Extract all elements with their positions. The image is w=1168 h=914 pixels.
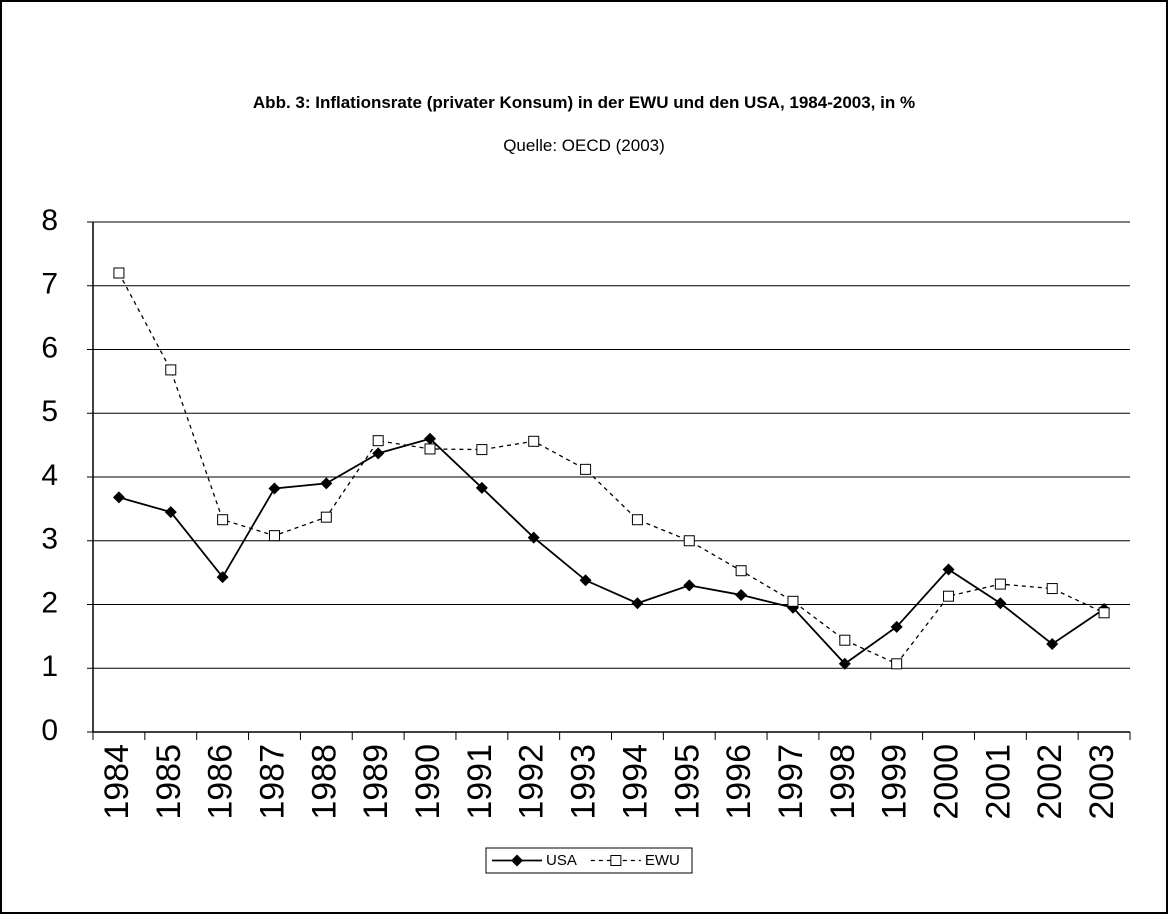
point bbox=[424, 432, 437, 445]
point bbox=[320, 477, 333, 490]
point bbox=[216, 571, 229, 584]
point bbox=[994, 578, 1006, 590]
legend-marker bbox=[511, 854, 523, 867]
point bbox=[1098, 607, 1110, 619]
y-tick-label: 2 bbox=[41, 586, 58, 619]
point bbox=[891, 658, 903, 670]
x-tick-label: 1990 bbox=[409, 744, 447, 820]
y-tick-label: 3 bbox=[41, 523, 58, 556]
series-line bbox=[118, 272, 1105, 665]
point bbox=[580, 463, 592, 475]
x-tick-label: 2003 bbox=[1083, 744, 1121, 820]
legend-label: EWU bbox=[645, 852, 680, 869]
point bbox=[268, 482, 281, 495]
x-tick-label: 2002 bbox=[1031, 744, 1069, 820]
x-tick-label: 1989 bbox=[357, 744, 395, 820]
y-tick-label: 5 bbox=[41, 395, 58, 428]
point bbox=[268, 530, 280, 542]
point bbox=[994, 597, 1007, 610]
point bbox=[1046, 583, 1058, 595]
point bbox=[839, 634, 851, 646]
point bbox=[217, 514, 229, 526]
x-tick-label: 2000 bbox=[928, 744, 966, 820]
x-tick-label: 1986 bbox=[202, 744, 240, 820]
point bbox=[476, 444, 488, 456]
point bbox=[527, 531, 540, 544]
point bbox=[164, 506, 177, 519]
y-tick-label: 7 bbox=[41, 268, 58, 301]
y-tick-label: 1 bbox=[41, 650, 58, 683]
point bbox=[631, 514, 643, 526]
y-tick-label: 0 bbox=[41, 714, 58, 747]
point bbox=[943, 590, 955, 602]
point bbox=[1046, 638, 1059, 651]
y-tick-label: 8 bbox=[41, 204, 58, 237]
legend: USA EWU bbox=[485, 847, 693, 874]
point bbox=[735, 588, 748, 601]
point bbox=[631, 597, 644, 610]
chart-subtitle: Quelle: OECD (2003) bbox=[503, 136, 665, 155]
point bbox=[579, 574, 592, 587]
x-tick-label: 2001 bbox=[979, 744, 1017, 820]
point bbox=[320, 511, 332, 523]
point bbox=[787, 595, 799, 607]
legend-marker bbox=[610, 855, 622, 866]
x-tick-label: 1987 bbox=[253, 744, 291, 820]
x-tick-label: 1985 bbox=[150, 744, 188, 820]
point bbox=[372, 435, 384, 447]
x-tick-label: 1996 bbox=[720, 744, 758, 820]
point bbox=[475, 481, 488, 494]
point bbox=[890, 620, 903, 633]
point bbox=[424, 443, 436, 455]
x-tick-label: 1984 bbox=[98, 744, 136, 820]
x-tick-label: 1995 bbox=[668, 744, 706, 820]
point bbox=[683, 535, 695, 547]
point bbox=[528, 435, 540, 447]
x-tick-label: 1997 bbox=[772, 744, 810, 820]
y-tick-label: 4 bbox=[41, 459, 58, 492]
x-tick-label: 1999 bbox=[876, 744, 914, 820]
x-tick-label: 1988 bbox=[305, 744, 343, 820]
legend-label: USA bbox=[546, 852, 577, 869]
y-tick-label: 6 bbox=[41, 331, 58, 364]
chart-title: Abb. 3: Inflationsrate (privater Konsum)… bbox=[252, 93, 916, 112]
point bbox=[683, 579, 696, 592]
x-tick-label: 1992 bbox=[513, 744, 551, 820]
x-tick-label: 1993 bbox=[565, 744, 603, 820]
point bbox=[942, 563, 955, 576]
x-tick-label: 1991 bbox=[461, 744, 499, 820]
point bbox=[735, 565, 747, 577]
point bbox=[372, 447, 385, 460]
point bbox=[113, 267, 125, 279]
point bbox=[112, 491, 125, 504]
point bbox=[838, 657, 851, 670]
point bbox=[165, 364, 177, 376]
x-tick-label: 1998 bbox=[824, 744, 862, 820]
series-line bbox=[118, 437, 1105, 665]
x-tick-label: 1994 bbox=[616, 744, 654, 820]
